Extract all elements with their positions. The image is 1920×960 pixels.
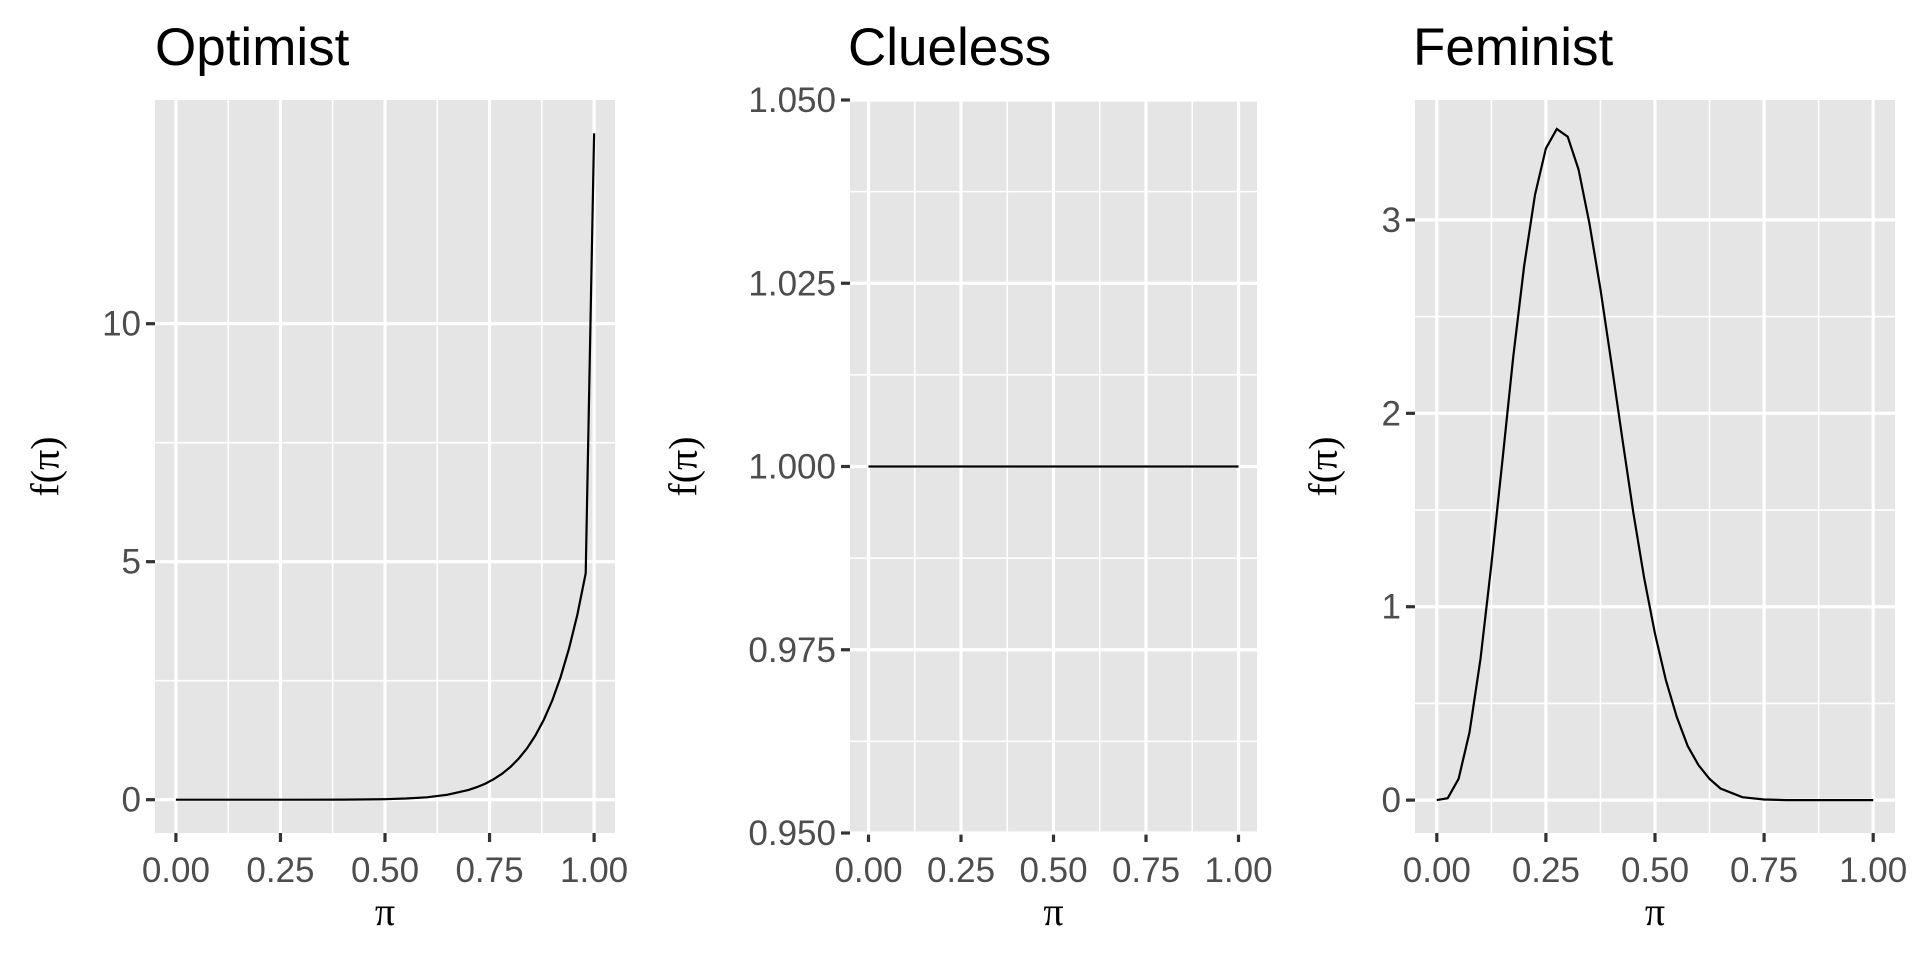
x-tick-label: 1.00 (560, 851, 628, 890)
x-axis-title: π (375, 889, 395, 934)
panel-2: 0.00 0.25 0.50 0.75 1.00 0.950 0.975 1.000 1.025… (661, 18, 1273, 934)
x-tick-label: 0.25 (1512, 851, 1580, 890)
panel-title: Optimist (155, 18, 350, 77)
x-tick-label: 0.50 (351, 851, 419, 890)
y-tick-label: 3 (1382, 201, 1401, 240)
y-tick-label: 1.000 (748, 448, 836, 487)
x-tick-label: 0.50 (1621, 851, 1689, 890)
density-line (1436, 127, 1874, 802)
y-tick-label: 1 (1382, 588, 1401, 627)
x-tick-label: 0.75 (1730, 851, 1798, 890)
x-axis-title: π (1645, 889, 1665, 934)
density-line (175, 133, 596, 801)
x-tick-label: 1.00 (1204, 851, 1272, 890)
y-tick-label: 0.950 (748, 814, 836, 853)
x-tick-label: 0.00 (1403, 851, 1471, 890)
y-axis-title: f(π) (661, 436, 706, 496)
y-tick-label: 5 (122, 543, 141, 582)
x-tick-label: 1.00 (1839, 851, 1907, 890)
y-tick-label: 1.050 (748, 81, 836, 120)
y-axis-title: f(π) (23, 436, 68, 496)
panel-title: Clueless (848, 18, 1051, 77)
panel-3: 0.00 0.25 0.50 0.75 1.00 0 1 2 3 Feminist π f(π) (1301, 18, 1908, 934)
panel-1: 0.00 0.25 0.50 0.75 1.00 0 5 10 Optimist π f(π) (23, 18, 629, 934)
y-tick-label: 0.975 (748, 631, 836, 670)
x-tick-label: 0.50 (1019, 851, 1087, 890)
y-tick-label: 0 (122, 781, 141, 820)
panel-title: Feminist (1413, 18, 1614, 77)
x-tick-label: 0.00 (142, 851, 210, 890)
y-tick-label: 2 (1382, 394, 1401, 433)
x-tick-label: 0.25 (246, 851, 314, 890)
x-tick-label: 0.75 (455, 851, 523, 890)
y-tick-label: 0 (1382, 781, 1401, 820)
x-tick-label: 0.25 (927, 851, 995, 890)
x-tick-label: 0.00 (834, 851, 902, 890)
y-axis-title: f(π) (1301, 436, 1346, 496)
y-tick-label: 10 (102, 305, 141, 344)
x-axis-title: π (1043, 889, 1063, 934)
y-tick-label: 1.025 (748, 264, 836, 303)
x-tick-label: 0.75 (1112, 851, 1180, 890)
